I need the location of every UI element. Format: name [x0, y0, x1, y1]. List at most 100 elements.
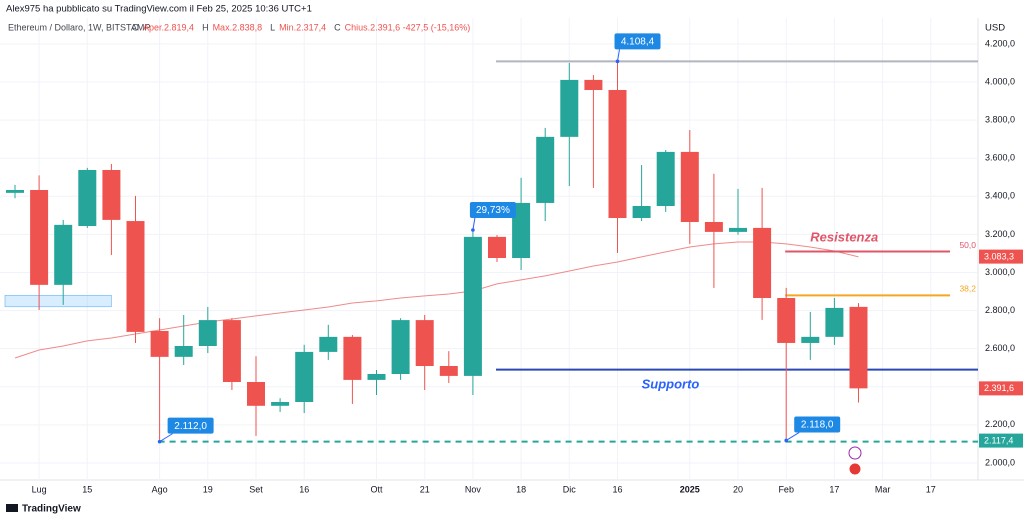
candle-body: [222, 320, 241, 382]
candle: [295, 344, 314, 414]
candle-body: [247, 382, 265, 406]
candle-body: [753, 227, 772, 298]
x-tick-label: Ago: [152, 484, 168, 494]
callout-point: [615, 59, 620, 64]
candle-body: [174, 346, 193, 357]
zone: [4, 295, 112, 308]
candle: [367, 370, 386, 395]
callout-pointer: [159, 433, 173, 443]
x-tick-label: Feb: [778, 484, 794, 494]
candle-body: [102, 170, 121, 220]
y-tick-label: 2.800,0: [985, 305, 1015, 315]
candle-body: [729, 227, 747, 232]
candle-body: [150, 330, 169, 357]
candle-body: [78, 170, 97, 226]
x-tick-label: 15: [82, 484, 92, 494]
callout-label: 2.118,0: [801, 420, 834, 431]
candle: [608, 61, 627, 254]
candle: [536, 127, 555, 222]
x-tick-label: 16: [299, 484, 309, 494]
event-icons: [848, 446, 862, 476]
callout-label: 2.112,0: [174, 421, 207, 432]
candle-body: [463, 236, 482, 376]
y-tick-label: 2.600,0: [985, 343, 1015, 353]
callout-box: [469, 202, 516, 218]
candle: [632, 165, 651, 222]
price-tag: [979, 381, 1023, 396]
x-tick-label: 16: [612, 484, 622, 494]
ohlc-value: Aper.2.819,4: [143, 22, 194, 32]
candle: [247, 356, 265, 436]
x-tick-label: Ott: [370, 484, 383, 494]
level-text: Supporto: [642, 376, 700, 391]
ohlc-key: L: [270, 22, 275, 32]
candle-body: [849, 306, 868, 389]
ohlc-value: Chius.2.391,6 -427,5 (-15,16%): [345, 22, 471, 32]
candle-body: [439, 366, 458, 376]
candle: [271, 398, 290, 412]
candle-body: [560, 79, 579, 137]
x-tick-label: Mar: [875, 484, 891, 494]
ohlc-value: Min.2.317,4: [279, 22, 326, 32]
callout-box: [167, 417, 214, 434]
candle: [512, 177, 531, 270]
price-tag: [979, 249, 1023, 264]
candle-body: [656, 151, 675, 206]
candle: [319, 324, 338, 360]
callout-point: [471, 228, 475, 232]
candle: [753, 187, 772, 320]
currency: USD: [985, 23, 1005, 34]
x-tick-label: Lug: [32, 484, 47, 494]
candle: [126, 195, 145, 343]
candle: [680, 130, 699, 244]
callout: 4.108,4: [614, 33, 661, 64]
candle-body: [777, 298, 796, 343]
ohlc-value: Max.2.838,8: [213, 22, 263, 32]
callout: 2.118,0: [784, 416, 841, 443]
moving-average: [14, 241, 859, 359]
x-tick-label: 20: [733, 484, 743, 494]
y-tick-label: 2.200,0: [985, 419, 1015, 429]
callout-pointer: [472, 217, 476, 231]
candle: [439, 351, 458, 383]
event-icon: [848, 446, 862, 460]
candle-body: [271, 402, 290, 406]
ohlc-key: C: [334, 22, 341, 32]
candle: [801, 311, 820, 360]
callout-point: [784, 438, 788, 443]
candle: [78, 167, 97, 228]
x-tick-label: 2025: [680, 484, 700, 494]
logo-shape: [6, 504, 18, 512]
candle-body: [126, 221, 145, 332]
y-tick-label: 4.000,0: [985, 76, 1015, 86]
ohlc-key: O: [132, 22, 139, 32]
x-tick-label: 18: [516, 484, 526, 494]
x-tick-label: 21: [420, 484, 430, 494]
y-tick-label: 3.000,0: [985, 267, 1015, 277]
callout-point: [157, 439, 162, 444]
candle: [704, 173, 723, 288]
candle-body: [608, 90, 627, 218]
candle: [777, 287, 796, 441]
candle-body: [632, 206, 651, 218]
candle: [198, 306, 217, 354]
level-text: Resistenza: [810, 230, 878, 245]
price-tag-label: 2.391,6: [984, 383, 1014, 393]
candle-body: [198, 320, 217, 346]
candle: [150, 318, 169, 442]
candle: [415, 314, 434, 390]
candle: [560, 62, 579, 186]
callout-box: [794, 416, 841, 433]
candle: [729, 188, 747, 235]
x-tick-label: 17: [829, 484, 839, 494]
callout: 29,73%: [469, 202, 516, 232]
y-tick-label: 2.000,0: [985, 457, 1015, 467]
candle: [849, 303, 868, 403]
candle-body: [680, 151, 699, 222]
candle: [584, 74, 603, 188]
brand-logo: [6, 504, 18, 512]
candle-body: [704, 222, 723, 232]
